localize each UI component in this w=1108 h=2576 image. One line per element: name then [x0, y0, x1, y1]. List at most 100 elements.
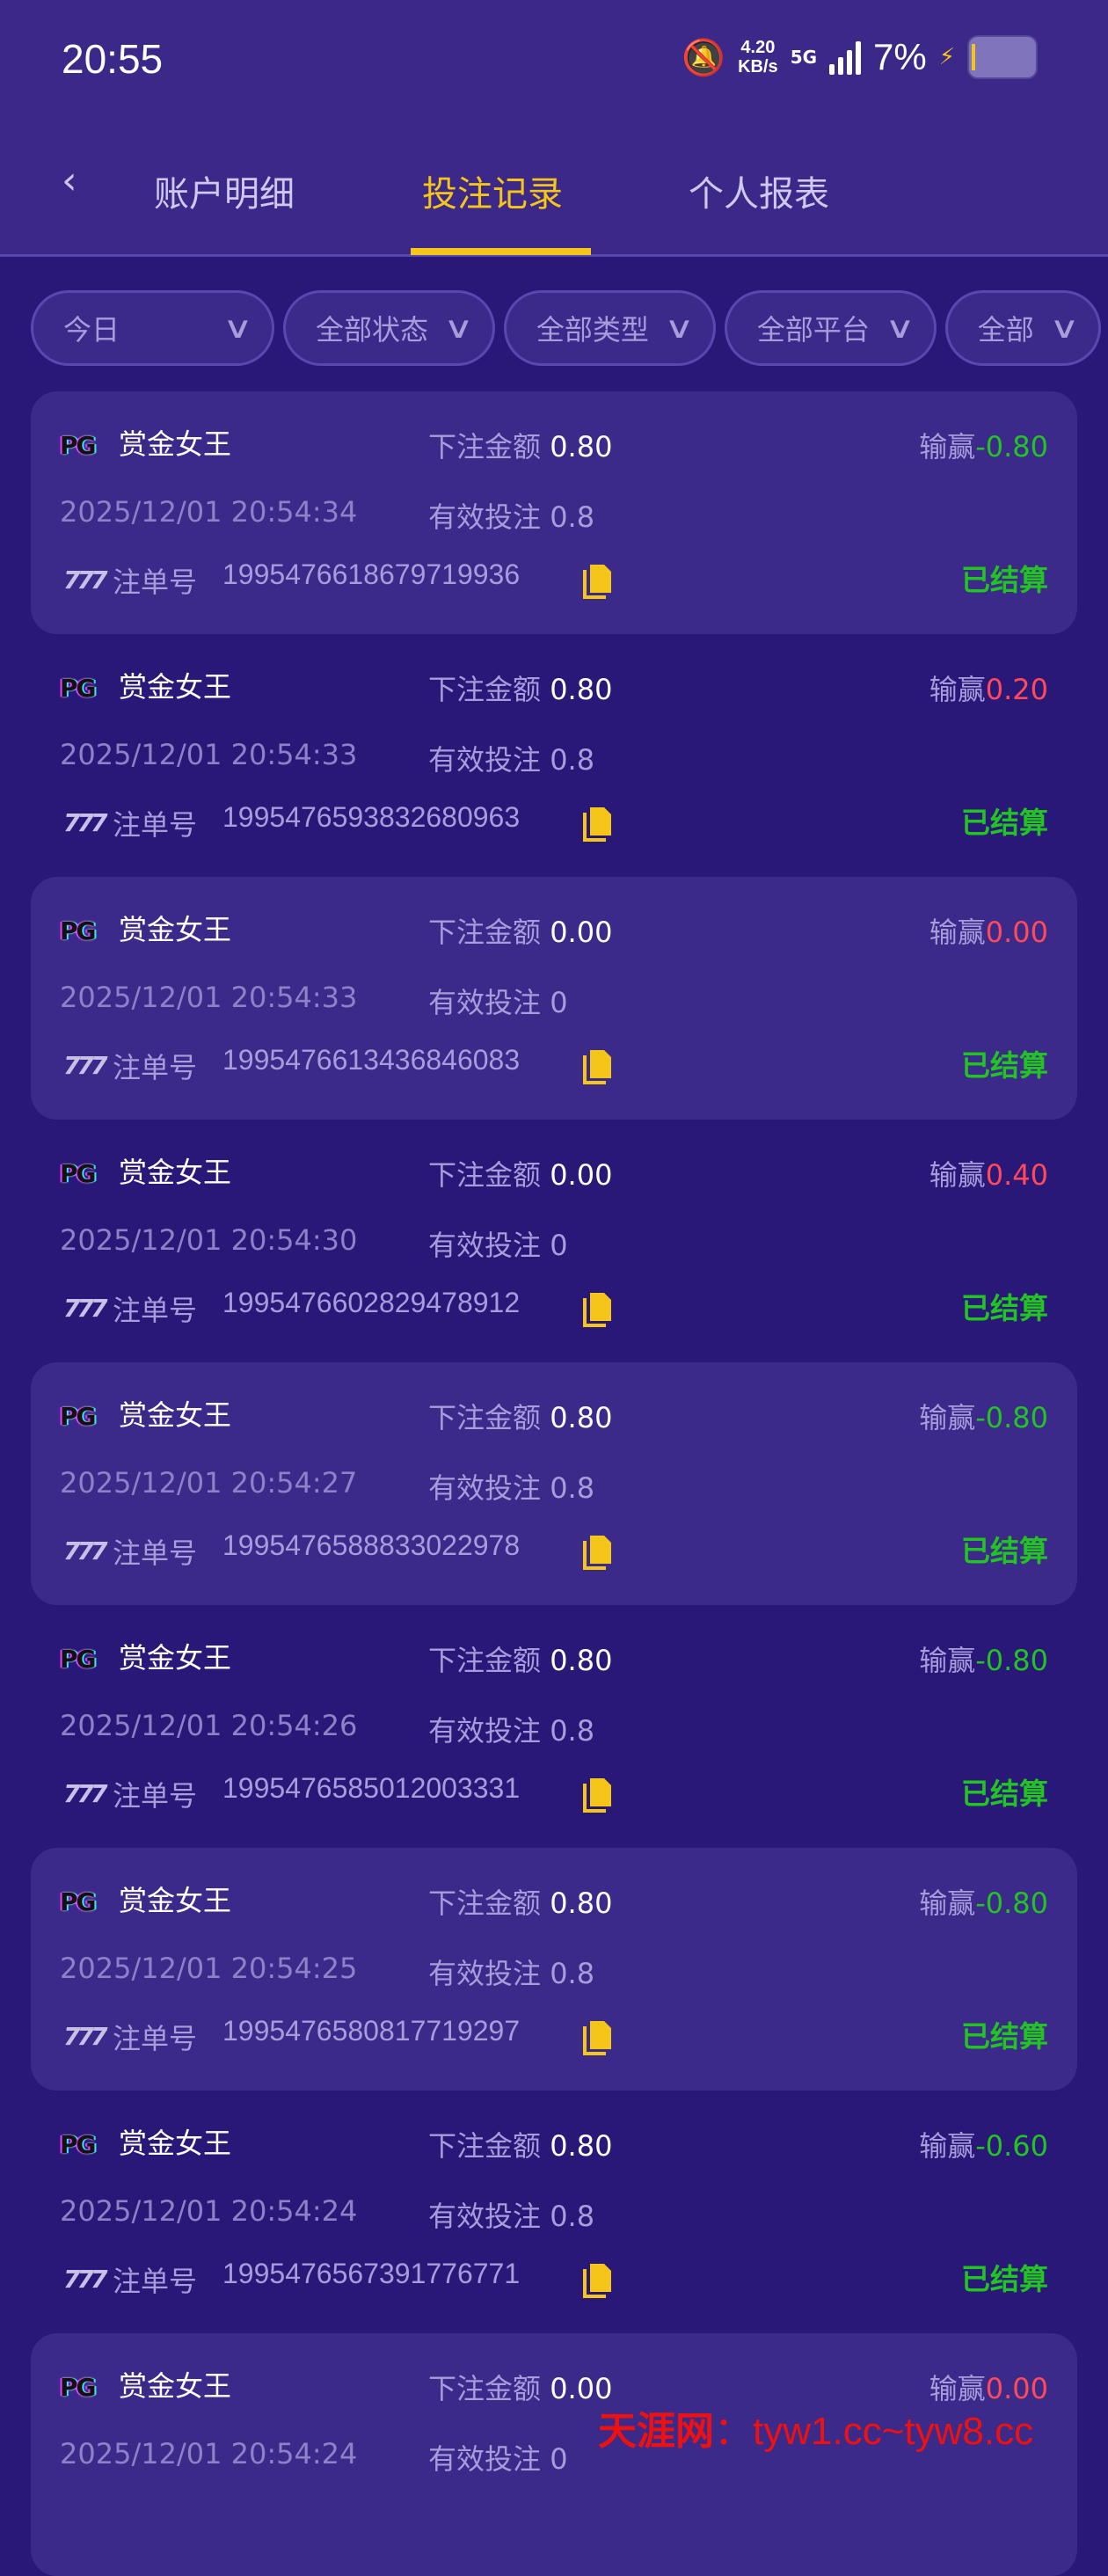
bet-record-card[interactable]: PG 赏金女王 下注金额 0.00 输赢0.00 2025/12/01 20:5…: [31, 877, 1077, 1120]
copy-icon[interactable]: [582, 2019, 614, 2056]
bet-record-card[interactable]: PG 赏金女王 下注金额 0.00 输赢0.00 2025/12/01 20:5…: [31, 2333, 1077, 2576]
valid-label: 有效投注: [428, 500, 542, 534]
bet-record-card[interactable]: PG 赏金女王 下注金额 0.80 输赢0.20 2025/12/01 20:5…: [31, 634, 1077, 877]
status-badge: 已结算: [961, 2019, 1048, 2054]
tab-account-details[interactable]: 账户明细: [154, 174, 295, 215]
bet-time: 2025/12/01 20:54:33: [60, 981, 358, 1014]
bet-record-card[interactable]: PG 赏金女王 下注金额 0.80 输赢-0.60 2025/12/01 20:…: [31, 2091, 1077, 2333]
valid-value: 0: [550, 986, 568, 1019]
valid-value: 0.8: [550, 500, 595, 534]
winloss-label: 输赢: [919, 2129, 976, 2163]
network-type: 5G: [790, 47, 818, 68]
bet-time: 2025/12/01 20:54:24: [60, 2194, 358, 2228]
status-badge: 已结算: [961, 2262, 1048, 2296]
win-loss: 输赢0.20: [929, 668, 1048, 708]
game-name: 赏金女王: [119, 427, 232, 461]
copy-icon[interactable]: [582, 1777, 614, 1813]
bet-amount: 下注金额 0.80: [428, 668, 612, 708]
winloss-label: 输赢: [919, 1401, 976, 1434]
valid-value: 0: [550, 2442, 568, 2476]
filter-date[interactable]: 今日 ∨: [31, 290, 274, 366]
winloss-label: 输赢: [929, 916, 986, 949]
winloss-label: 输赢: [929, 2372, 986, 2405]
copy-icon[interactable]: [582, 563, 614, 600]
bet-value: 0.80: [550, 1886, 613, 1920]
tab-personal-report[interactable]: 个人报表: [689, 174, 829, 215]
status-badge: 已结算: [961, 806, 1048, 840]
pg-logo-icon: PG: [60, 1402, 96, 1431]
slot-777-icon: 777: [63, 1779, 107, 1808]
bet-record-card[interactable]: PG 赏金女王 下注金额 0.00 输赢0.40 2025/12/01 20:5…: [31, 1120, 1077, 1362]
winloss-value: 0.40: [985, 1158, 1048, 1192]
win-loss: 输赢-0.80: [919, 1638, 1048, 1679]
pg-logo-icon: PG: [60, 431, 96, 460]
valid-label: 有效投注: [428, 1471, 542, 1505]
signal-icon: [829, 40, 862, 75]
game-name: 赏金女王: [119, 1398, 232, 1432]
bet-label: 下注金额: [428, 1644, 542, 1677]
copy-icon[interactable]: [582, 1291, 614, 1328]
copy-icon[interactable]: [582, 1534, 614, 1571]
valid-bet: 有效投注 0.8: [428, 2194, 594, 2235]
order-number: 1995476585012003331: [222, 1772, 521, 1804]
slot-777-icon: 777: [63, 2022, 107, 2051]
chevron-down-icon: ∨: [884, 310, 915, 346]
filter-status[interactable]: 全部状态 ∨: [283, 290, 495, 366]
copy-icon[interactable]: [582, 2262, 614, 2299]
winloss-label: 输赢: [929, 673, 986, 706]
valid-value: 0.8: [550, 1957, 595, 1990]
order-number: 1995476593832680963: [222, 801, 521, 833]
bet-value: 0.00: [550, 2372, 613, 2405]
bet-amount: 下注金额 0.80: [428, 1881, 612, 1922]
bet-value: 0.00: [550, 1158, 613, 1192]
copy-icon[interactable]: [582, 806, 614, 843]
filter-more[interactable]: 全部 ∨: [944, 290, 1101, 366]
bet-record-card[interactable]: PG 赏金女王 下注金额 0.80 输赢-0.80 2025/12/01 20:…: [31, 391, 1077, 634]
pg-logo-icon: PG: [60, 674, 96, 703]
winloss-value: -0.80: [975, 430, 1048, 463]
bet-record-card[interactable]: PG 赏金女王 下注金额 0.80 输赢-0.80 2025/12/01 20:…: [31, 1362, 1077, 1605]
winloss-value: 0.00: [985, 2372, 1048, 2405]
bet-label: 下注金额: [428, 2129, 542, 2163]
status-badge: 已结算: [961, 1777, 1048, 1811]
bet-value: 0.80: [550, 2129, 613, 2163]
bet-value: 0.00: [550, 916, 613, 949]
valid-bet: 有效投注 0.8: [428, 495, 594, 536]
speed-unit: KB/s: [738, 57, 778, 77]
bet-amount: 下注金额 0.00: [428, 2367, 612, 2407]
bet-label: 下注金额: [428, 1401, 542, 1434]
bet-record-card[interactable]: PG 赏金女王 下注金额 0.80 输赢-0.80 2025/12/01 20:…: [31, 1605, 1077, 1848]
pg-logo-icon: PG: [60, 1645, 96, 1674]
chevron-down-icon: ∨: [663, 310, 695, 346]
filter-label: 全部状态: [316, 313, 429, 347]
win-loss: 输赢0.00: [929, 910, 1048, 951]
win-loss: 输赢0.40: [929, 1153, 1048, 1193]
status-badge: 已结算: [961, 563, 1048, 597]
bet-time: 2025/12/01 20:54:25: [60, 1952, 358, 1985]
network-speed: 4.20 KB/s: [738, 38, 778, 77]
status-icons: 🔕 4.20 KB/s 5G 7% ⚡: [682, 35, 1038, 79]
order-label: 注单号: [113, 1779, 198, 1813]
slot-777-icon: 777: [63, 2265, 107, 2294]
winloss-value: 0.20: [985, 673, 1048, 706]
game-name: 赏金女王: [119, 1156, 232, 1189]
bet-record-card[interactable]: PG 赏金女王 下注金额 0.80 输赢-0.80 2025/12/01 20:…: [31, 1848, 1077, 2091]
copy-icon[interactable]: [582, 1048, 614, 1085]
tab-bet-records[interactable]: 投注记录: [422, 174, 563, 215]
speed-value: 4.20: [740, 38, 776, 57]
status-badge: 已结算: [961, 1291, 1048, 1325]
filter-type[interactable]: 全部类型 ∨: [503, 290, 716, 366]
filter-label: 全部类型: [536, 313, 649, 347]
valid-bet: 有效投注 0.8: [428, 738, 594, 778]
order-label: 注单号: [113, 2265, 198, 2298]
bet-time: 2025/12/01 20:54:33: [60, 738, 358, 771]
bet-value: 0.80: [550, 1401, 613, 1434]
game-name: 赏金女王: [119, 913, 232, 946]
back-button[interactable]: ‹: [62, 158, 77, 203]
filter-platform[interactable]: 全部平台 ∨: [724, 290, 937, 366]
bet-amount: 下注金额 0.00: [428, 910, 612, 951]
chevron-down-icon: ∨: [222, 310, 253, 346]
game-name: 赏金女王: [119, 1884, 232, 1917]
bet-label: 下注金额: [428, 1158, 542, 1192]
win-loss: 输赢0.00: [929, 2367, 1048, 2407]
